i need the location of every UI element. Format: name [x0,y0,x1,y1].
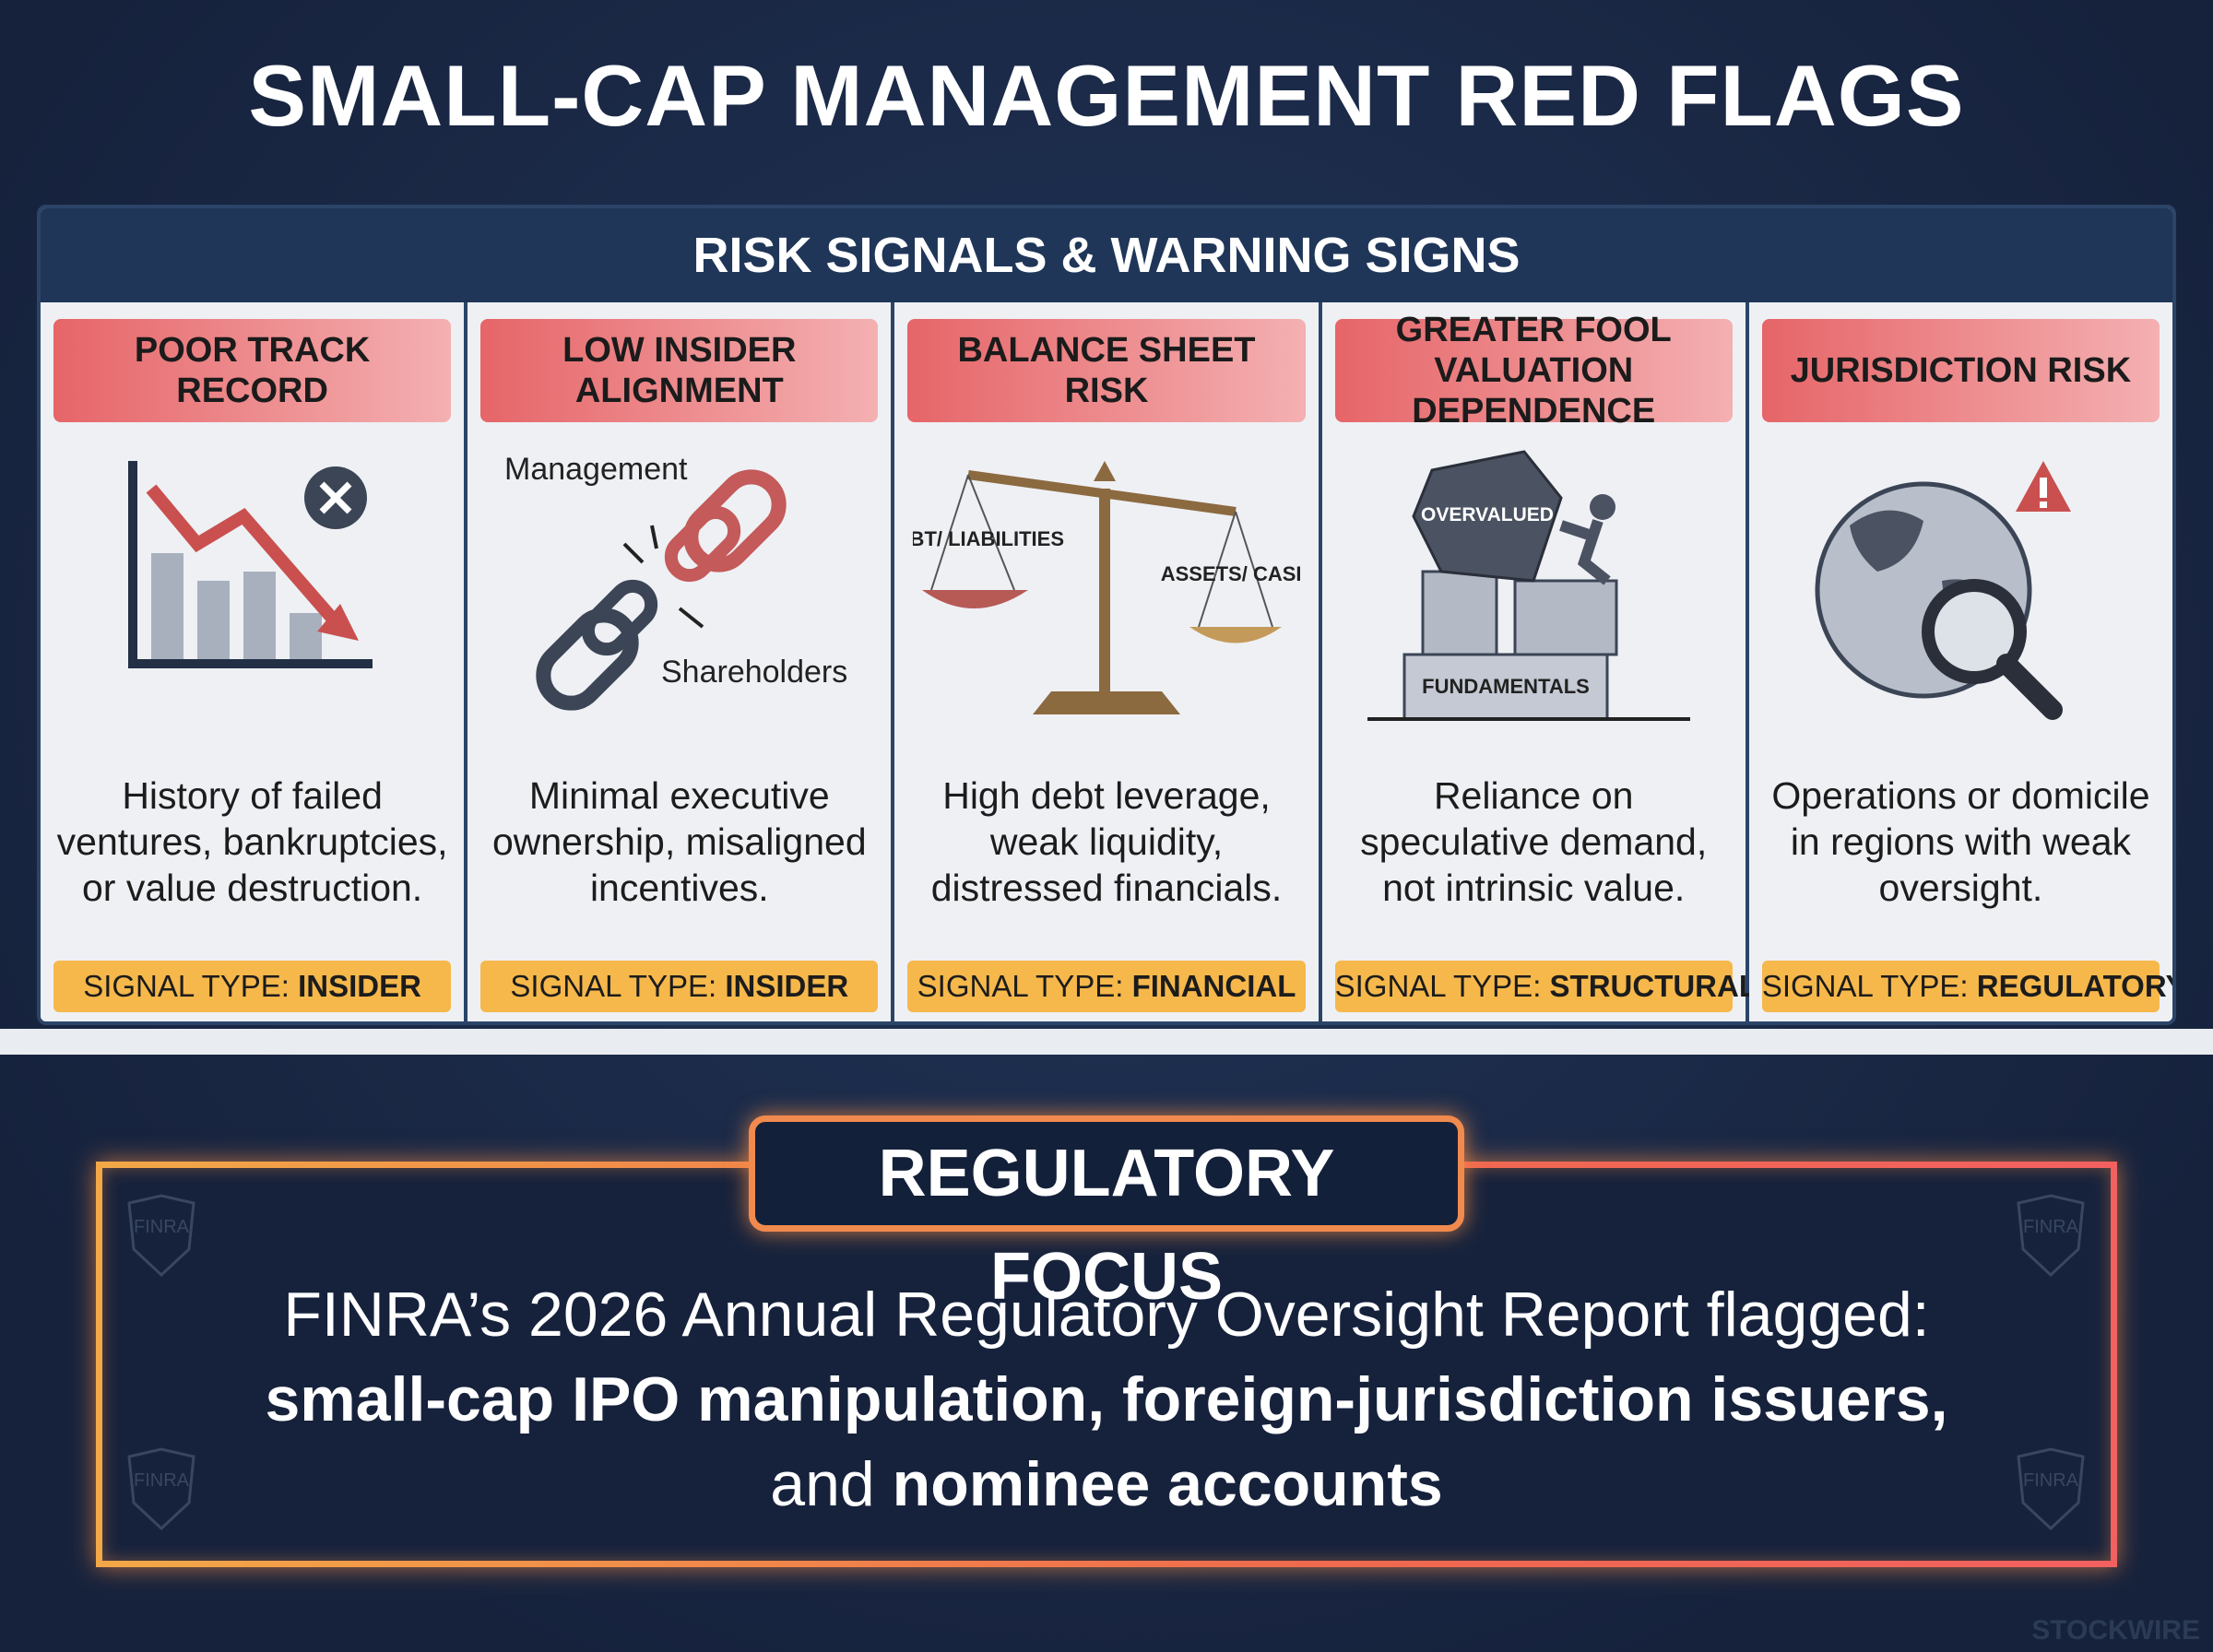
focus-bold: small-cap IPO manipulation, foreign-juri… [265,1364,1948,1434]
globe-magnifier-icon [1815,461,2072,720]
icon-label: Management [504,452,688,487]
signal-value: INSIDER [298,969,421,1003]
scale-icon: DEBT/ LIABILITIES ASSETS/ CASH [913,461,1300,714]
card: JURISDICTION RISK Operations or domicile… [1748,302,2172,1021]
page-title: SMALL-CAP MANAGEMENT RED FLAGS [248,47,1965,144]
watermark-text: FINRA [134,1470,190,1491]
signal-value: REGULATORY [1976,969,2176,1003]
watermark: FINRA [2017,1194,2085,1278]
signal-label: SIGNAL TYPE: [83,969,290,1003]
signal-value: FINANCIAL [1131,969,1296,1003]
risk-panel: RISK SIGNALS & WARNING SIGNS POOR TRACK … [37,205,2176,1025]
card: GREATER FOOL VALUATION DEPENDENCE OVERVA… [1321,302,1757,1021]
panel-heading: RISK SIGNALS & WARNING SIGNS [41,208,2172,302]
icon-label: ASSETS/ CASH [1161,562,1300,585]
card-description: Minimal executive ownership, misaligned … [491,774,867,909]
card-heading: POOR TRACK RECORD [53,319,452,422]
icon-label: FUNDAMENTALS [1422,675,1590,698]
focus-line: and nominee accounts [96,1442,2117,1527]
focus-line: FINRA’s 2026 Annual Regulatory Oversight… [283,1280,1930,1350]
signal-label: SIGNAL TYPE: [1761,969,1969,1003]
declining-chart-icon [127,461,373,668]
broken-chain-icon: Management Shareholders [504,452,847,711]
card-description: High debt leverage, weak liquidity, dist… [930,774,1283,909]
watermark: FINRA [127,1447,195,1531]
icon-label: Shareholders [661,655,847,690]
icon-label: DEBT/ LIABILITIES [913,527,1064,550]
signal-type: SIGNAL TYPE: REGULATORY [1761,961,2172,1012]
overvalued-blocks-icon: OVERVALUED FUNDAMENTALS [1367,450,1691,721]
signal-label: SIGNAL TYPE: [510,969,717,1003]
focus-line: small-cap IPO manipulation, foreign-juri… [96,1357,2117,1442]
signal-label: SIGNAL TYPE: [917,969,1124,1003]
watermark: FINRA [127,1194,195,1278]
card-heading: GREATER FOOL VALUATION DEPENDENCE [1334,311,1733,431]
card-heading: JURISDICTION RISK [1761,319,2160,422]
signal-label: SIGNAL TYPE: [1334,969,1542,1003]
watermark-text: FINRA [2023,1470,2079,1491]
card-heading: LOW INSIDER ALIGNMENT [480,319,879,422]
focus-bold: nominee accounts [892,1449,1443,1519]
card-description: Operations or domicile in regions with w… [1771,774,2150,909]
divider-stripe [0,1029,2213,1055]
signal-type: SIGNAL TYPE: FINANCIAL [907,961,1306,1012]
card-description: Reliance on speculative demand, not intr… [1360,774,1708,909]
card-description: History of failed ventures, bankruptcies… [56,774,448,909]
signal-type: SIGNAL TYPE: INSIDER [480,961,879,1012]
card: BALANCE SHEET RISK DEBT/ LIABILITIES ASS… [894,302,1322,1021]
signal-type: SIGNAL TYPE: STRUCTURAL [1334,961,1757,1012]
watermark: FINRA [2017,1447,2085,1531]
signal-type: SIGNAL TYPE: INSIDER [53,961,452,1012]
watermark-text: FINRA [134,1217,190,1237]
brand: STOCKWIRE [2031,1615,2200,1646]
card-row: POOR TRACK RECORD History of failed vent… [41,302,2172,1021]
focus-text: FINRA’s 2026 Annual Regulatory Oversight… [96,1272,2117,1527]
card: POOR TRACK RECORD History of failed vent… [41,302,468,1021]
focus-heading: REGULATORY FOCUS [749,1115,1464,1314]
card: LOW INSIDER ALIGNMENT Management Shareho… [467,302,895,1021]
icon-label: OVERVALUED [1421,504,1554,525]
card-heading: BALANCE SHEET RISK [907,319,1306,422]
signal-value: INSIDER [725,969,849,1003]
signal-value: STRUCTURAL [1549,969,1758,1003]
watermark-text: FINRA [2023,1217,2079,1237]
focus-regular: and [770,1449,875,1519]
